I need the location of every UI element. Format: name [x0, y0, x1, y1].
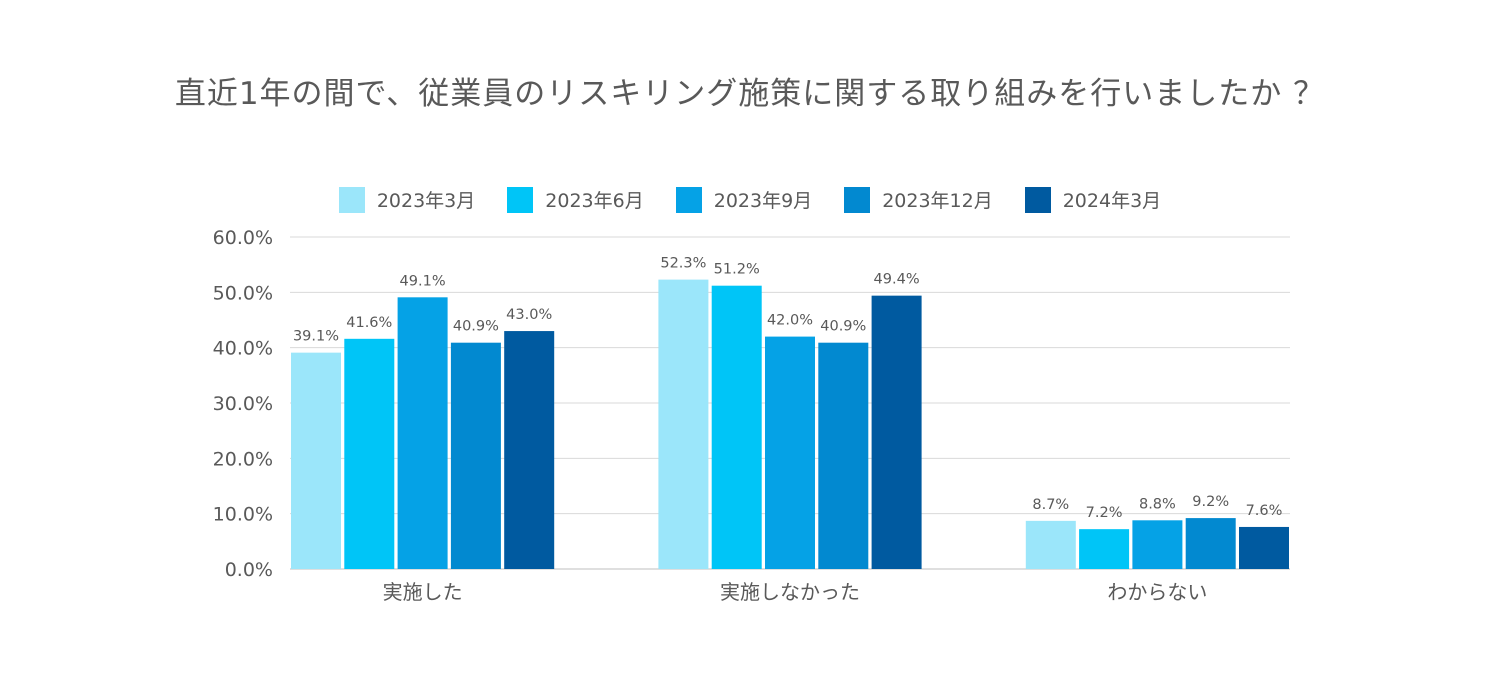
bar — [711, 285, 762, 569]
bar — [1185, 518, 1236, 569]
y-tick-label: 10.0% — [213, 504, 273, 526]
legend-label: 2023年6月 — [545, 190, 644, 212]
legend-label: 2023年12月 — [882, 190, 993, 212]
legend-item-2023-03: 2023年3月 — [338, 186, 476, 213]
legend-swatch — [1024, 186, 1051, 213]
bar — [1079, 529, 1130, 569]
x-tick-label: わからない — [1107, 580, 1207, 604]
bar — [344, 338, 395, 569]
legend-swatch — [844, 186, 871, 213]
data-label: 7.2% — [1086, 505, 1123, 521]
data-label: 40.9% — [453, 319, 499, 335]
data-label: 51.2% — [714, 262, 760, 278]
bar — [658, 279, 709, 569]
legend-item-2023-12: 2023年12月 — [844, 186, 993, 213]
y-tick-label: 50.0% — [213, 282, 273, 304]
bar — [397, 297, 448, 569]
bar — [1132, 520, 1183, 569]
bar — [1025, 520, 1076, 569]
legend-swatch — [507, 186, 534, 213]
legend-label: 2024年3月 — [1062, 190, 1162, 212]
legend-swatch — [338, 186, 365, 213]
legend-label: 2023年9月 — [713, 190, 813, 212]
data-label: 39.1% — [293, 329, 339, 345]
bar — [1239, 526, 1289, 569]
y-tick-label: 20.0% — [213, 448, 273, 470]
y-tick-label: 60.0% — [213, 227, 273, 249]
legend-label: 2023年3月 — [376, 190, 476, 212]
bar — [291, 352, 341, 569]
bar — [765, 336, 815, 569]
x-tick-label: 実施しなかった — [720, 580, 860, 604]
data-label: 40.9% — [820, 319, 866, 335]
data-label: 8.7% — [1032, 497, 1069, 513]
data-label: 49.1% — [400, 273, 446, 289]
y-tick-label: 40.0% — [213, 338, 273, 360]
legend-item-2023-06: 2023年6月 — [507, 186, 644, 213]
legend-item-2024-03: 2024年3月 — [1024, 186, 1162, 213]
legend-swatch — [675, 186, 702, 213]
data-label: 42.0% — [767, 313, 813, 329]
bar — [504, 331, 555, 569]
legend: 2023年3月 2023年6月 2023年9月 2023年12月 2024年3月 — [0, 186, 1500, 213]
data-label: 49.4% — [874, 272, 920, 288]
data-label: 7.6% — [1246, 503, 1283, 519]
chart-title: 直近1年の間で、従業員のリスキリング施策に関する取り組みを行いましたか ？ — [174, 76, 1326, 112]
data-label: 8.8% — [1139, 496, 1176, 512]
data-label: 52.3% — [660, 256, 706, 272]
y-tick-label: 30.0% — [213, 393, 273, 415]
y-tick-label: 0.0% — [225, 559, 273, 581]
data-label: 9.2% — [1192, 494, 1229, 510]
bar — [450, 342, 501, 569]
data-label: 41.6% — [346, 315, 392, 331]
x-tick-label: 実施した — [383, 580, 463, 604]
bar — [871, 295, 922, 569]
bar — [818, 342, 869, 569]
data-label: 43.0% — [506, 307, 552, 323]
legend-item-2023-09: 2023年9月 — [675, 186, 813, 213]
